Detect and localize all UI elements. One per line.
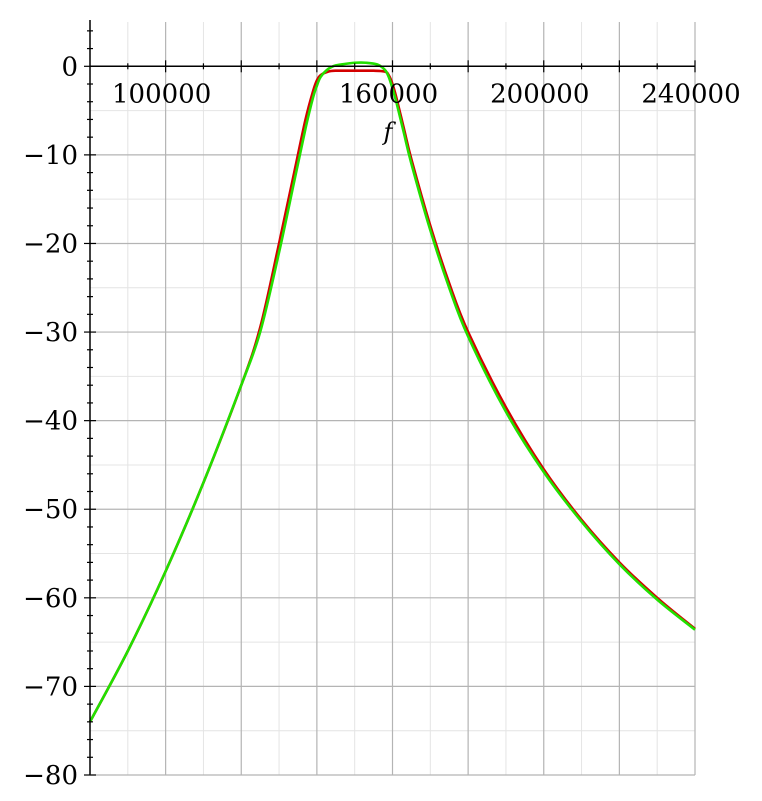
y-tick-label: −80 — [23, 761, 78, 791]
x-tick-label: 200000 — [490, 79, 589, 109]
x-axis-label: f — [382, 118, 397, 146]
major-grid — [90, 22, 696, 775]
y-tick-label: −20 — [23, 229, 78, 259]
y-tick-label: 0 — [61, 52, 78, 82]
y-tick-label: −10 — [23, 141, 78, 171]
x-tick-label: 160000 — [339, 79, 438, 109]
x-tick-label: 240000 — [641, 79, 740, 109]
labels-layer: f 100000 160000 200000 240000 0 −10 −20 −30 −40 −… — [23, 52, 741, 791]
series-line-green — [88, 61, 696, 723]
x-tick-label: 100000 — [112, 79, 211, 109]
y-tick-label: −50 — [23, 495, 78, 525]
axes-layer — [84, 20, 696, 776]
y-tick-label: −70 — [23, 672, 78, 702]
y-tick-label: −60 — [23, 584, 78, 614]
y-tick-label: −40 — [23, 407, 78, 437]
y-tick-label: −30 — [23, 318, 78, 348]
series-layer — [88, 61, 696, 723]
